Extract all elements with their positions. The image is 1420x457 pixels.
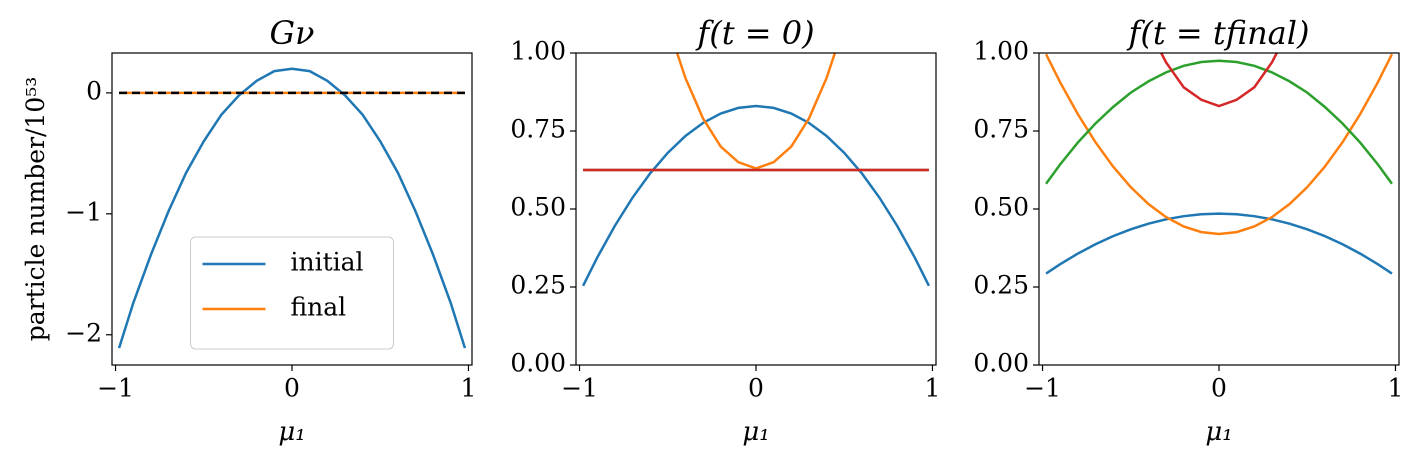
series-line — [1045, 212, 1393, 275]
y-tick-label: 0.00 — [510, 349, 566, 378]
x-tick-label: 0 — [748, 374, 764, 403]
y-tick-label: −2 — [65, 318, 102, 347]
x-tick-label: 1 — [461, 374, 477, 403]
x-tick-label: 0 — [1211, 374, 1227, 403]
y-tick-label: 1.00 — [510, 37, 566, 66]
y-tick-label: −1 — [65, 197, 102, 226]
x-axis-label: μ₁ — [742, 417, 769, 447]
y-tick-label: 0.75 — [973, 115, 1029, 144]
y-tick-label: 0.00 — [973, 349, 1029, 378]
series-line — [117, 67, 467, 349]
legend-label: initial — [291, 248, 364, 277]
series-line — [581, 104, 931, 287]
chart-title: f(t = tfinal) — [1127, 14, 1310, 52]
y-tick-label: 0.25 — [973, 271, 1029, 300]
subplot: −1 0 1 0.00 0.25 0.50 0.75 1.00 f(t = tfinal) μ₁ — [973, 14, 1404, 447]
chart-title: f(t = 0) — [695, 14, 814, 52]
x-tick-label: −1 — [561, 374, 598, 403]
x-tick-label: −1 — [97, 374, 134, 403]
plot-area — [581, 53, 931, 287]
plot-area — [117, 67, 467, 349]
y-tick-label: 0 — [86, 76, 102, 105]
y-tick-label: 0.50 — [510, 193, 566, 222]
y-tick-label: 0.75 — [510, 115, 566, 144]
x-tick-label: 0 — [284, 374, 300, 403]
x-tick-label: −1 — [1024, 374, 1061, 403]
x-tick-label: 1 — [925, 374, 941, 403]
series-line — [1159, 53, 1279, 108]
plot-area — [1044, 53, 1394, 275]
y-tick-label: 0.25 — [510, 271, 566, 300]
series-line — [675, 53, 837, 170]
series-line — [1044, 53, 1394, 236]
legend: initial final — [190, 236, 394, 350]
axes-frame — [1038, 52, 1400, 366]
chart-title: Gν — [269, 14, 314, 52]
legend-label: final — [291, 293, 347, 322]
y-axis-label: particle number/10⁵³ — [21, 77, 50, 342]
series-line — [1045, 59, 1393, 185]
subplot: −1 0 1 0.00 0.25 0.50 0.75 1.00 f(t = 0) μ₁ — [510, 14, 941, 447]
y-tick-label: 0.50 — [973, 193, 1029, 222]
y-tick-label: 1.00 — [973, 37, 1029, 66]
x-axis-label: μ₁ — [278, 417, 305, 447]
x-axis-label: μ₁ — [1205, 417, 1232, 447]
subplot: −1 0 1 −2 −1 0 Gν μ₁ particle number/10⁵³ initial… — [21, 14, 476, 447]
x-tick-label: 1 — [1388, 374, 1404, 403]
axes-frame — [575, 52, 937, 366]
